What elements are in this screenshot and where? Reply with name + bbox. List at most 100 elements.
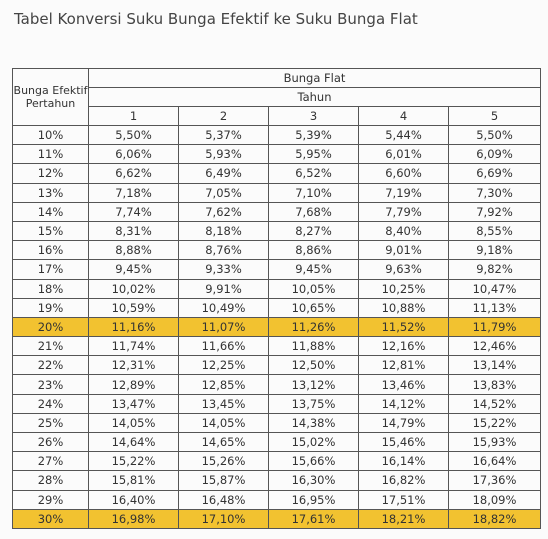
year-header: 1 [88, 106, 179, 126]
value-cell: 16,98% [88, 508, 179, 529]
rate-cell: 21% [12, 336, 89, 357]
value-cell: 7,05% [178, 182, 269, 203]
value-cell: 10,88% [358, 297, 449, 318]
data-row: 15% 8,31% 8,18% 8,27% 8,40% 8,55% [12, 220, 541, 242]
value-cell: 11,88% [268, 336, 359, 357]
rate-cell: 19% [12, 297, 89, 318]
value-cell: 6,01% [358, 144, 449, 165]
value-cell: 12,16% [358, 336, 449, 357]
value-cell: 15,81% [88, 470, 179, 491]
data-row: 14% 7,74% 7,62% 7,68% 7,79% 7,92% [12, 201, 541, 222]
value-cell: 15,93% [448, 431, 541, 453]
value-cell: 15,66% [268, 451, 359, 472]
value-cell: 12,89% [88, 374, 179, 395]
value-cell: 11,52% [358, 316, 449, 338]
data-row: 18% 10,02% 9,91% 10,05% 10,25% 10,47% [12, 278, 541, 299]
data-row: 20% 11,16% 11,07% 11,26% 11,52% 11,79% [12, 316, 541, 338]
value-cell: 15,46% [358, 431, 449, 453]
data-row: 28% 15,81% 15,87% 16,30% 16,82% 17,36% [12, 470, 541, 491]
data-row: 17% 9,45% 9,33% 9,45% 9,63% 9,82% [12, 259, 541, 280]
value-cell: 12,50% [268, 355, 359, 376]
year-header: 5 [448, 106, 541, 126]
value-cell: 9,91% [178, 278, 269, 299]
rate-cell: 14% [12, 201, 89, 222]
value-cell: 9,63% [358, 259, 449, 280]
value-cell: 14,12% [358, 393, 449, 414]
value-cell: 17,51% [358, 489, 449, 510]
value-cell: 6,49% [178, 163, 269, 184]
rate-cell: 12% [12, 163, 89, 184]
data-row: 19% 10,59% 10,49% 10,65% 10,88% 11,13% [12, 297, 541, 318]
value-cell: 7,79% [358, 201, 449, 222]
value-cell: 17,36% [448, 470, 541, 491]
rate-cell: 17% [12, 259, 89, 280]
value-cell: 8,55% [448, 220, 541, 242]
value-cell: 6,06% [88, 144, 179, 165]
value-cell: 14,79% [358, 412, 449, 434]
value-cell: 8,31% [88, 220, 179, 242]
value-cell: 5,44% [358, 124, 449, 146]
value-cell: 11,66% [178, 336, 269, 357]
value-cell: 15,87% [178, 470, 269, 491]
value-cell: 10,25% [358, 278, 449, 299]
rate-cell: 30% [12, 508, 89, 529]
value-cell: 13,47% [88, 393, 179, 414]
value-cell: 16,14% [358, 451, 449, 472]
value-cell: 10,65% [268, 297, 359, 318]
rate-cell: 28% [12, 470, 89, 491]
value-cell: 10,49% [178, 297, 269, 318]
value-cell: 14,65% [178, 431, 269, 453]
value-cell: 13,83% [448, 374, 541, 395]
value-cell: 18,21% [358, 508, 449, 529]
value-cell: 10,05% [268, 278, 359, 299]
data-row: 27% 15,22% 15,26% 15,66% 16,14% 16,64% [12, 451, 541, 472]
value-cell: 11,13% [448, 297, 541, 318]
value-cell: 9,45% [268, 259, 359, 280]
value-cell: 10,59% [88, 297, 179, 318]
value-cell: 14,64% [88, 431, 179, 453]
value-cell: 12,31% [88, 355, 179, 376]
value-cell: 15,22% [448, 412, 541, 434]
value-cell: 7,10% [268, 182, 359, 203]
data-row: 29% 16,40% 16,48% 16,95% 17,51% 18,09% [12, 489, 541, 510]
value-cell: 16,82% [358, 470, 449, 491]
rate-cell: 13% [12, 182, 89, 203]
value-cell: 14,38% [268, 412, 359, 434]
data-row: 12% 6,62% 6,49% 6,52% 6,60% 6,69% [12, 163, 541, 184]
value-cell: 8,88% [88, 240, 179, 261]
value-cell: 12,46% [448, 336, 541, 357]
value-cell: 13,46% [358, 374, 449, 395]
rate-cell: 26% [12, 431, 89, 453]
header-row: Bunga Efektif Pertahun Bunga Flat [12, 68, 541, 126]
data-row: 13% 7,18% 7,05% 7,10% 7,19% 7,30% [12, 182, 541, 203]
value-cell: 7,19% [358, 182, 449, 203]
value-cell: 15,22% [88, 451, 179, 472]
value-cell: 12,81% [358, 355, 449, 376]
value-cell: 16,95% [268, 489, 359, 510]
value-cell: 8,76% [178, 240, 269, 261]
value-cell: 5,37% [178, 124, 269, 146]
value-cell: 8,86% [268, 240, 359, 261]
rate-cell: 18% [12, 278, 89, 299]
value-cell: 7,68% [268, 201, 359, 222]
value-cell: 16,40% [88, 489, 179, 510]
value-cell: 11,26% [268, 316, 359, 338]
value-cell: 5,95% [268, 144, 359, 165]
rate-cell: 16% [12, 240, 89, 261]
table-body: Bunga Efektif Pertahun Bunga Flat Tahun 1 2 3… [12, 68, 541, 529]
value-cell: 13,14% [448, 355, 541, 376]
rate-cell: 23% [12, 374, 89, 395]
value-cell: 13,75% [268, 393, 359, 414]
value-cell: 7,62% [178, 201, 269, 222]
value-cell: 8,27% [268, 220, 359, 242]
value-cell: 7,18% [88, 182, 179, 203]
value-cell: 5,39% [268, 124, 359, 146]
header-row: Tahun [13, 87, 541, 107]
value-cell: 6,52% [268, 163, 359, 184]
value-cell: 11,74% [88, 336, 179, 357]
data-row: 22% 12,31% 12,25% 12,50% 12,81% 13,14% [12, 355, 541, 376]
data-row: 26% 14,64% 14,65% 15,02% 15,46% 15,93% [12, 431, 541, 453]
value-cell: 5,50% [448, 124, 541, 146]
rate-cell: 24% [12, 393, 89, 414]
